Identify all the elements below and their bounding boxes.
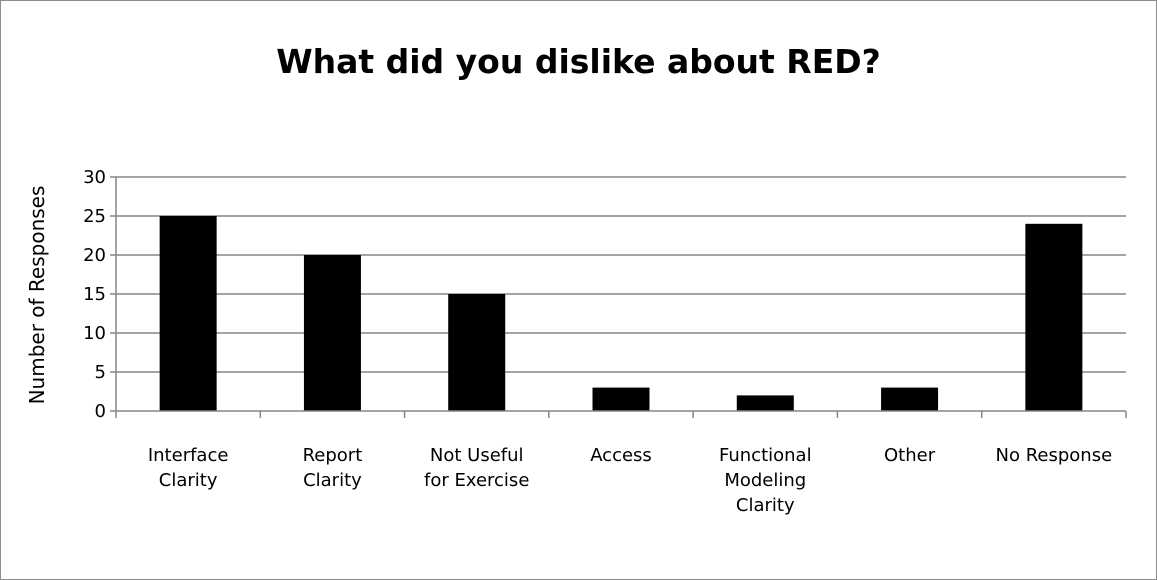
y-axis-title: Number of Responses [25, 186, 49, 405]
bar [159, 216, 217, 411]
bars [159, 216, 1083, 411]
x-category-label-line: for Exercise [424, 470, 529, 491]
x-category-label-line: Interface [148, 445, 229, 466]
y-tick-label: 25 [83, 206, 106, 227]
y-tick-label: 10 [83, 323, 106, 344]
x-category-label-line: Clarity [736, 495, 795, 516]
x-category-label-line: Access [590, 445, 652, 466]
bar [303, 255, 361, 411]
x-category-label-line: Other [884, 445, 936, 466]
x-category-label: Functional Modeling Clarity [719, 445, 812, 516]
y-tick-label: 0 [95, 401, 106, 422]
x-category-label-line: Functional [719, 445, 812, 466]
y-tick-label: 30 [83, 167, 106, 188]
axes [110, 176, 1127, 418]
x-category-label: Report Clarity [303, 445, 363, 491]
x-category-label: Not Useful for Exercise [424, 445, 529, 491]
x-category-label-line: Report [303, 445, 363, 466]
gridlines [116, 176, 1126, 373]
x-category-label-line: Modeling [724, 470, 806, 491]
x-category-label-line: Not Useful [430, 445, 524, 466]
x-category-label: Access [590, 445, 652, 466]
y-tick-label: 20 [83, 245, 106, 266]
y-tick-label: 15 [83, 284, 106, 305]
x-category-label: Other [884, 445, 936, 466]
x-category-label-line: Clarity [159, 470, 218, 491]
y-tick-label: 5 [95, 362, 106, 383]
x-category-label: Interface Clarity [148, 445, 229, 491]
bar [448, 294, 506, 411]
x-category-label: No Response [996, 445, 1113, 466]
bar [736, 395, 794, 411]
bar [1025, 223, 1083, 411]
bar [881, 387, 939, 411]
chart-title: What did you dislike about RED? [276, 42, 881, 81]
x-category-label-line: No Response [996, 445, 1113, 466]
labels: 0 5 10 15 20 25 30 Interface Clarity Report Clarit… [83, 167, 1112, 516]
bar [592, 387, 650, 411]
x-category-label-line: Clarity [303, 470, 362, 491]
